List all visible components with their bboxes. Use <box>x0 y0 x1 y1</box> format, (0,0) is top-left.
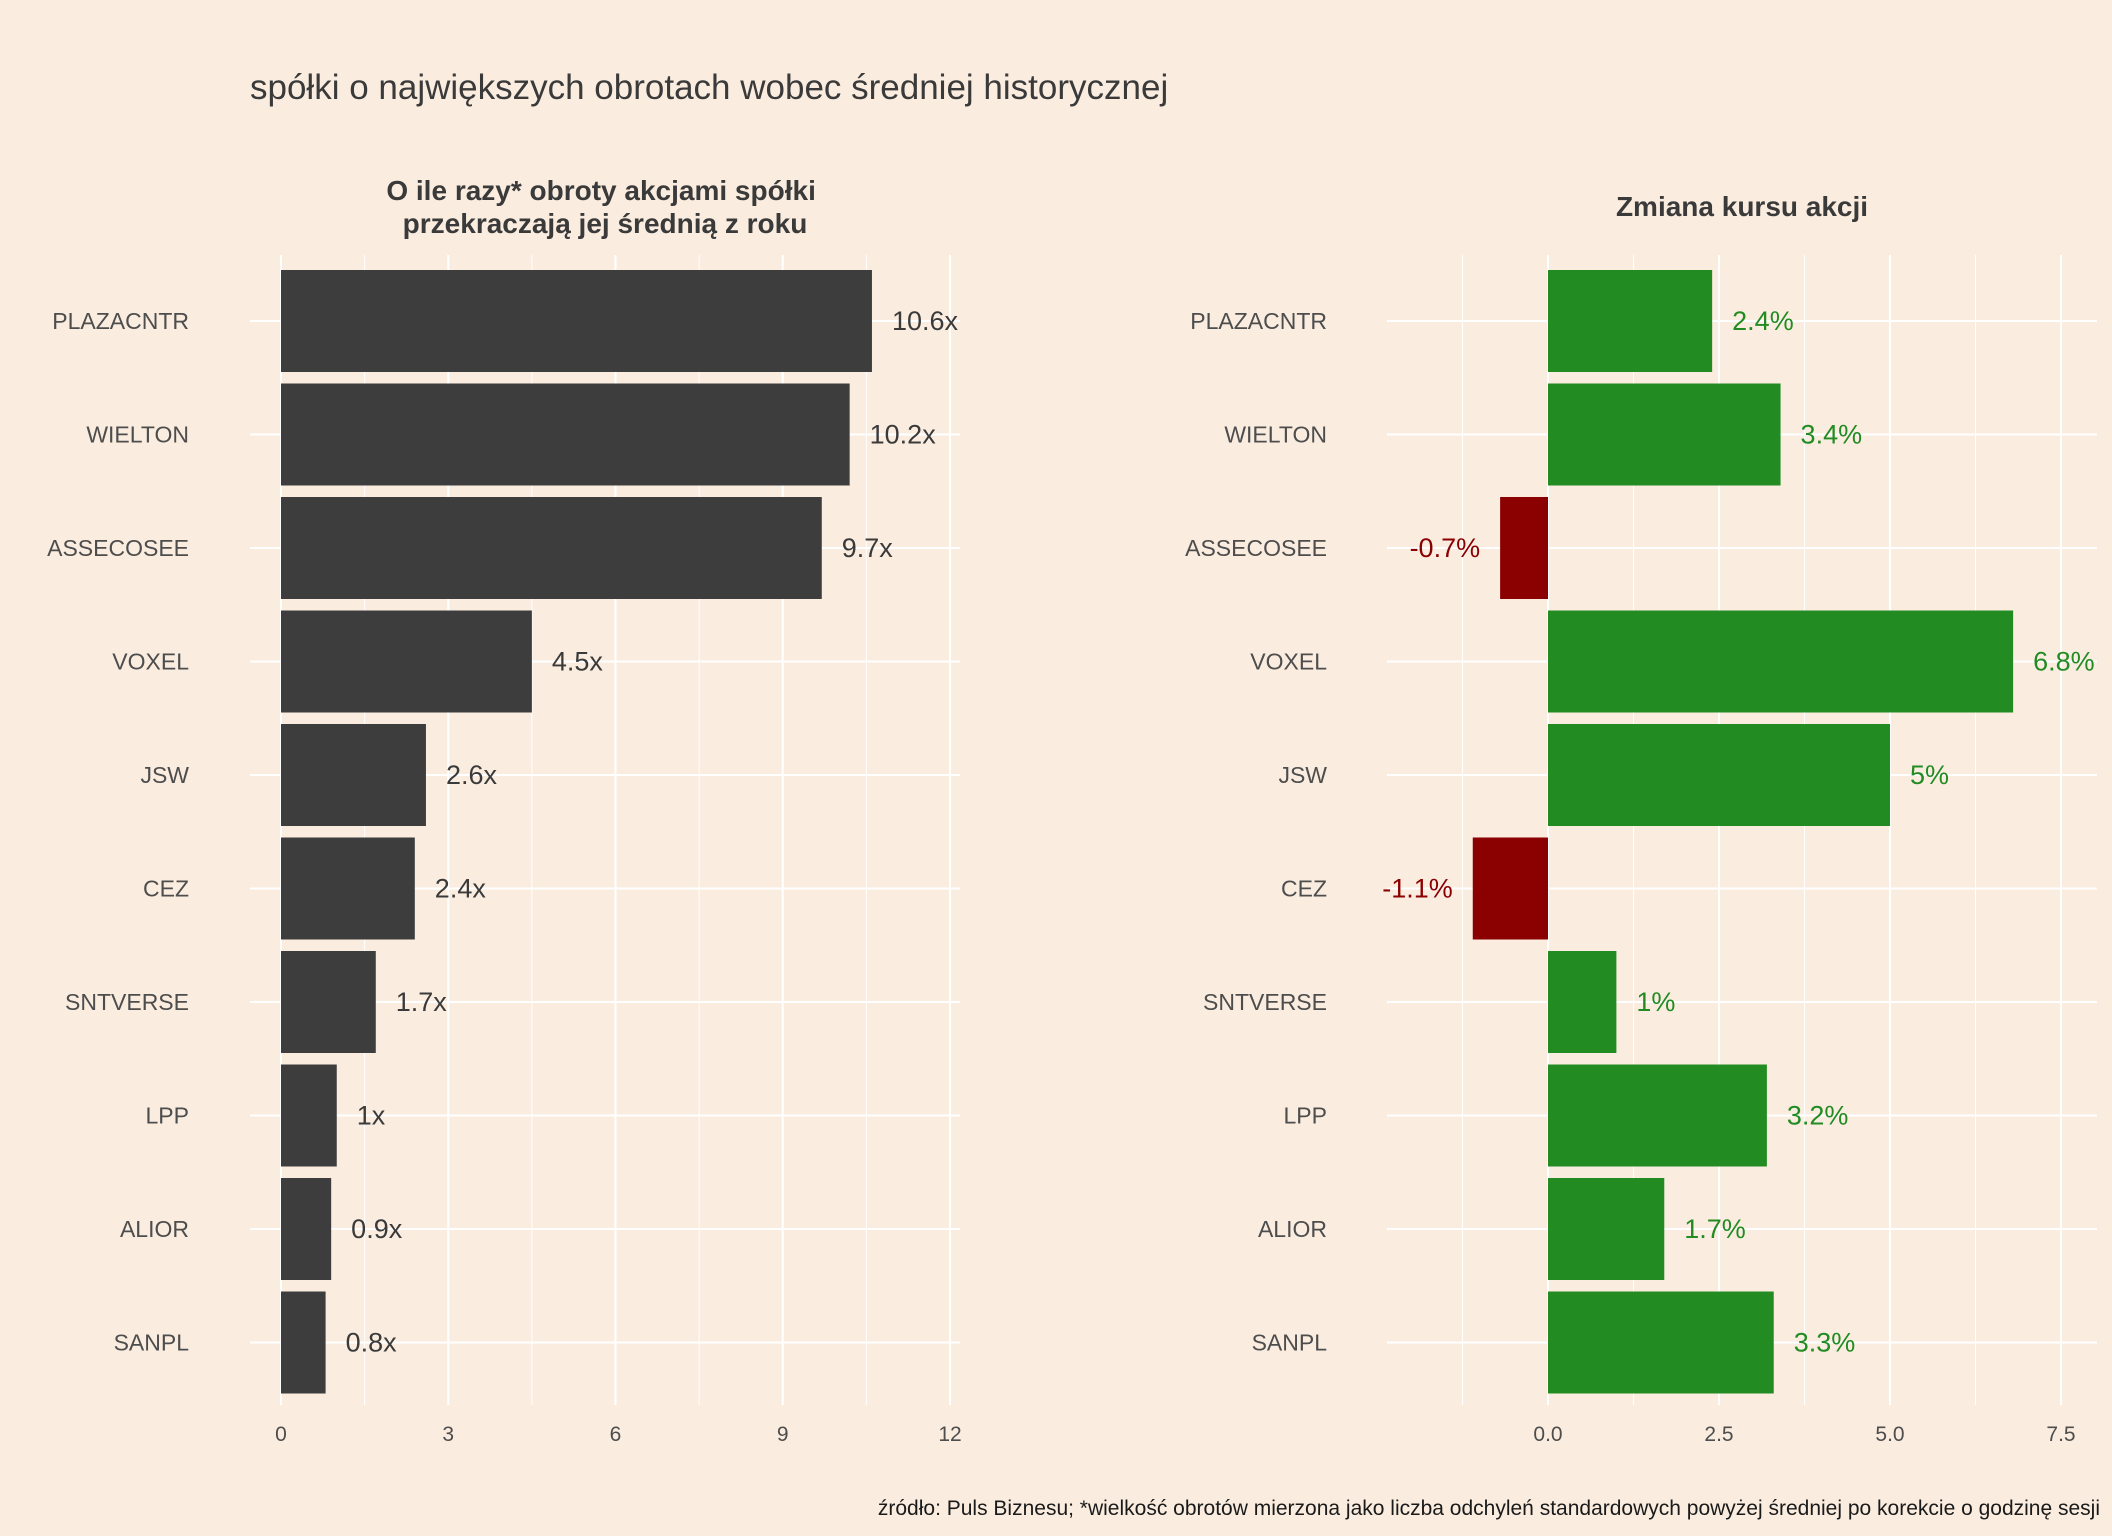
price-change-x-tick-label: 2.5 <box>1704 1423 1733 1446</box>
turnover-bar <box>281 837 415 940</box>
turnover-data-label: 10.2x <box>870 420 937 450</box>
turnover-data-label: 0.9x <box>351 1214 403 1244</box>
turnover-category-label: SNTVERSE <box>65 989 189 1015</box>
price-change-data-label: 2.4% <box>1732 306 1794 336</box>
turnover-data-label: 9.7x <box>842 533 894 563</box>
price-change-data-label: 3.3% <box>1794 1328 1856 1358</box>
price-change-bar <box>1500 497 1548 599</box>
price-change-category-label: ASSECOSEE <box>1185 535 1327 561</box>
price-change-x-tick-label: 5.0 <box>1875 1423 1904 1446</box>
turnover-data-label: 1x <box>357 1101 386 1131</box>
turnover-x-tick-label: 3 <box>442 1423 454 1446</box>
turnover-category-label: WIELTON <box>86 422 189 448</box>
price-change-category-label: PLAZACNTR <box>1190 308 1327 334</box>
turnover-x-tick-label: 6 <box>610 1423 622 1446</box>
turnover-bar <box>281 1064 337 1167</box>
price-change-category-label: SNTVERSE <box>1203 989 1327 1015</box>
turnover-x-tick-label: 0 <box>275 1423 287 1446</box>
turnover-data-label: 4.5x <box>552 647 604 677</box>
price-change-category-label: JSW <box>1278 762 1327 788</box>
price-change-bar <box>1548 1064 1767 1167</box>
turnover-bar <box>281 951 376 1053</box>
price-change-bar <box>1548 383 1781 486</box>
price-change-bar <box>1548 724 1890 826</box>
price-change-data-label: -0.7% <box>1410 533 1481 563</box>
chart-title: spółki o największych obrotach wobec śre… <box>250 68 1168 107</box>
turnover-data-label: 0.8x <box>346 1328 398 1358</box>
turnover-bar <box>281 1178 332 1280</box>
turnover-category-label: PLAZACNTR <box>52 308 189 334</box>
price-change-category-label: SANPL <box>1252 1330 1328 1356</box>
turnover-category-label: ALIOR <box>120 1216 189 1242</box>
price-change-data-label: 1.7% <box>1684 1214 1746 1244</box>
turnover-category-label: CEZ <box>143 876 189 902</box>
price-change-data-label: -1.1% <box>1382 874 1453 904</box>
turnover-panel-title: O ile razy* obroty akcjami spółki przekr… <box>386 175 823 239</box>
price-change-data-label: 6.8% <box>2033 647 2095 677</box>
turnover-data-label: 1.7x <box>396 987 448 1017</box>
turnover-category-label: SANPL <box>114 1330 190 1356</box>
turnover-bar <box>281 497 822 599</box>
turnover-data-label: 10.6x <box>892 306 959 336</box>
price-change-x-tick-label: 0.0 <box>1533 1423 1562 1446</box>
price-change-category-label: ALIOR <box>1258 1216 1327 1242</box>
price-change-category-label: VOXEL <box>1250 649 1327 675</box>
price-change-data-label: 3.4% <box>1801 420 1863 450</box>
turnover-bar <box>281 610 532 713</box>
price-change-data-label: 1% <box>1636 987 1675 1017</box>
turnover-x-tick-label: 9 <box>777 1423 789 1446</box>
turnover-category-label: VOXEL <box>112 649 189 675</box>
turnover-category-label: JSW <box>140 762 189 788</box>
turnover-panel-title-line-1: O ile razy* obroty akcjami spółki <box>386 175 816 206</box>
price-change-x-tick-label: 7.5 <box>2046 1423 2075 1446</box>
price-change-bar <box>1548 270 1713 372</box>
turnover-category-label: LPP <box>146 1103 189 1129</box>
turnover-bar <box>281 724 426 826</box>
price-change-panel-title: Zmiana kursu akcji <box>1616 191 1868 222</box>
turnover-panel: O ile razy* obroty akcjami spółki przekr… <box>47 175 962 1446</box>
price-change-bar <box>1472 837 1548 940</box>
turnover-x-tick-label: 12 <box>938 1423 961 1446</box>
turnover-data-label: 2.4x <box>435 874 487 904</box>
price-change-data-label: 5% <box>1910 760 1949 790</box>
turnover-bar <box>281 270 872 372</box>
chart-caption: źródło: Puls Biznesu; *wielkość obrotów … <box>878 1497 2100 1520</box>
price-change-panel: Zmiana kursu akcji PLAZACNTR 2.4% WIELTON 3… <box>1185 191 2097 1446</box>
turnover-bar <box>281 1291 326 1394</box>
turnover-bar <box>281 383 850 486</box>
price-change-bar <box>1548 1291 1774 1394</box>
price-change-category-label: CEZ <box>1281 876 1327 902</box>
turnover-category-label: ASSECOSEE <box>47 535 189 561</box>
price-change-bar <box>1548 610 2014 713</box>
price-change-category-label: WIELTON <box>1224 422 1327 448</box>
price-change-panel-title-line-1: Zmiana kursu akcji <box>1616 191 1868 222</box>
turnover-data-label: 2.6x <box>446 760 498 790</box>
price-change-bar <box>1548 951 1617 1053</box>
price-change-bar <box>1548 1178 1665 1280</box>
price-change-data-label: 3.2% <box>1787 1101 1849 1131</box>
price-change-category-label: LPP <box>1284 1103 1327 1129</box>
turnover-panel-title-line-2: przekraczają jej średnią z roku <box>403 208 808 239</box>
